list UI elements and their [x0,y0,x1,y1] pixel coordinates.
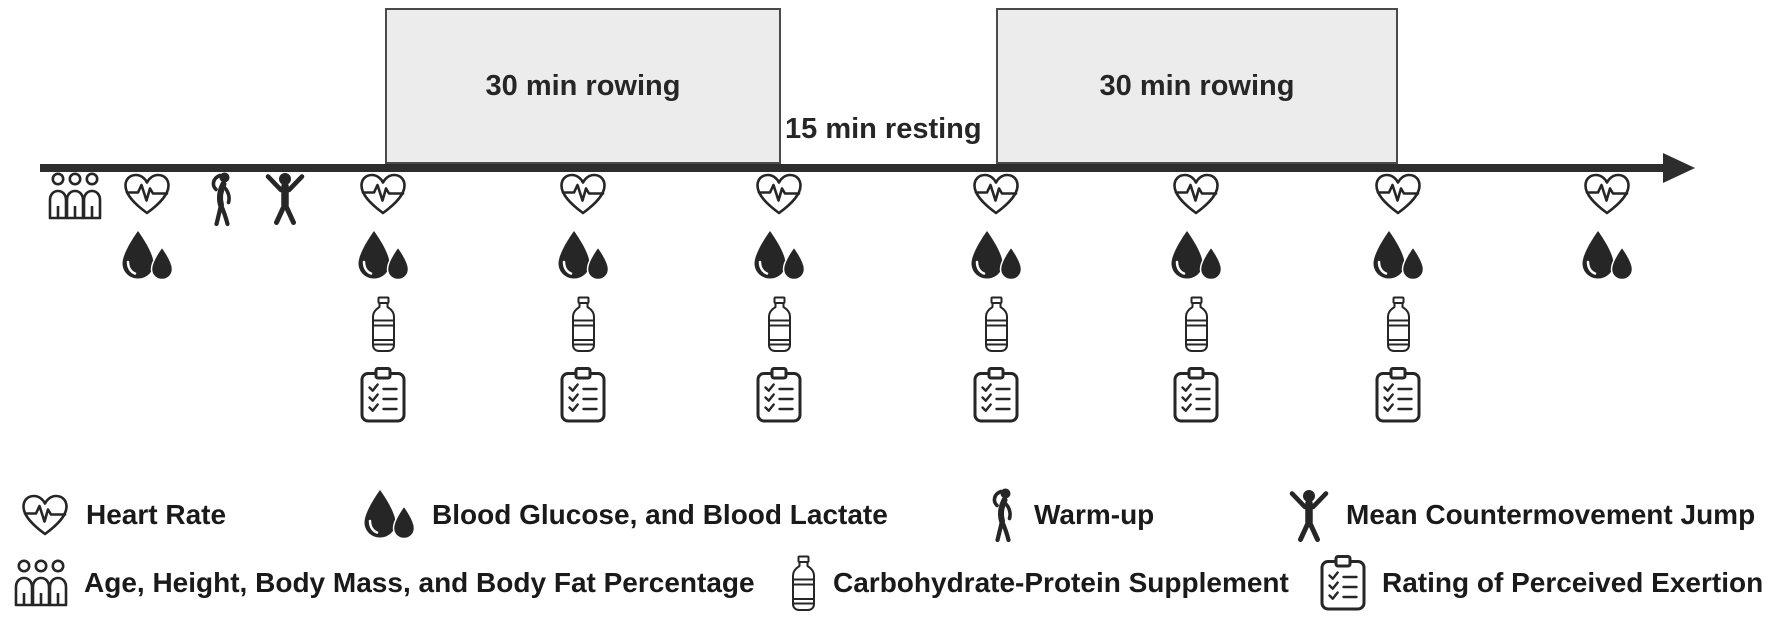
legend-label: Blood Glucose, and Blood Lactate [432,499,888,530]
legend-label: Mean Countermovement Jump [1346,499,1756,530]
rowing-box-2-label: 30 min rowing [1099,69,1295,102]
rowing-box-1: 30 min rowing [385,8,781,164]
people-group-icon [48,172,102,220]
supplement-bottle-icon [983,296,1010,353]
heart-rate-icon [971,172,1021,216]
legend-item-supplement-bottle: Carbohydrate-Protein Supplement [790,555,1289,612]
rowing-box-2: 30 min rowing [996,8,1398,164]
blood-drops-icon [752,230,806,282]
timeline-axis [40,164,1665,172]
legend-item-warm-up: Warm-up [988,488,1155,543]
blood-drops-icon [120,230,174,282]
timepoint-column-6 [556,172,610,423]
supplement-bottle-icon [1385,296,1412,353]
supplement-bottle-icon [1183,296,1210,353]
legend-label: Rating of Perceived Exertion [1382,567,1764,598]
blood-drops-icon [969,230,1023,282]
timepoint-column-4 [264,172,306,225]
timepoint-column-2 [120,172,174,282]
heart-rate-icon [558,172,608,216]
legend-item-jump: Mean Countermovement Jump [1288,489,1756,542]
timepoint-column-1 [48,172,102,220]
rpe-checklist-icon [1320,555,1366,611]
legend-item-heart-rate: Heart Rate [20,489,226,541]
warm-up-icon [988,488,1018,543]
legend-item-rpe-checklist: Rating of Perceived Exertion [1320,555,1764,611]
timepoint-column-7 [752,172,806,423]
warm-up-icon [207,172,237,227]
legend-item-people-group: Age, Height, Body Mass, and Body Fat Per… [14,557,755,609]
timepoint-column-3 [207,172,237,227]
timeline-arrowhead [1663,153,1695,183]
supplement-bottle-icon [766,296,793,353]
blood-drops-icon [356,230,410,282]
heart-rate-icon [122,172,172,216]
rowing-box-1-label: 30 min rowing [485,69,681,102]
supplement-bottle-icon [570,296,597,353]
timepoint-column-8 [969,172,1023,423]
heart-rate-icon [20,493,70,537]
rpe-checklist-icon [560,367,606,423]
jump-icon [1288,489,1330,542]
rpe-checklist-icon [360,367,406,423]
legend-label: Heart Rate [86,499,227,530]
supplement-bottle-icon [790,555,817,612]
heart-rate-icon [1171,172,1221,216]
legend-label: Carbohydrate-Protein Supplement [833,567,1289,598]
timepoint-column-9 [1169,172,1223,423]
legend-label: Age, Height, Body Mass, and Body Fat Per… [84,567,755,598]
blood-drops-icon [1169,230,1223,282]
rpe-checklist-icon [1173,367,1219,423]
legend-label: Warm-up [1034,499,1155,530]
timepoint-column-10 [1371,172,1425,423]
heart-rate-icon [358,172,408,216]
people-group-icon [14,559,68,607]
rpe-checklist-icon [1375,367,1421,423]
heart-rate-icon [754,172,804,216]
blood-drops-icon [362,489,416,541]
blood-drops-icon [556,230,610,282]
timepoint-column-11 [1580,172,1634,282]
rpe-checklist-icon [756,367,802,423]
heart-rate-icon [1582,172,1632,216]
resting-label: 15 min resting [785,113,982,145]
jump-icon [264,172,306,225]
legend-item-blood-drops: Blood Glucose, and Blood Lactate [362,489,888,541]
blood-drops-icon [1371,230,1425,282]
timepoint-column-5 [356,172,410,423]
supplement-bottle-icon [370,296,397,353]
heart-rate-icon [1373,172,1423,216]
rpe-checklist-icon [973,367,1019,423]
blood-drops-icon [1580,230,1634,282]
